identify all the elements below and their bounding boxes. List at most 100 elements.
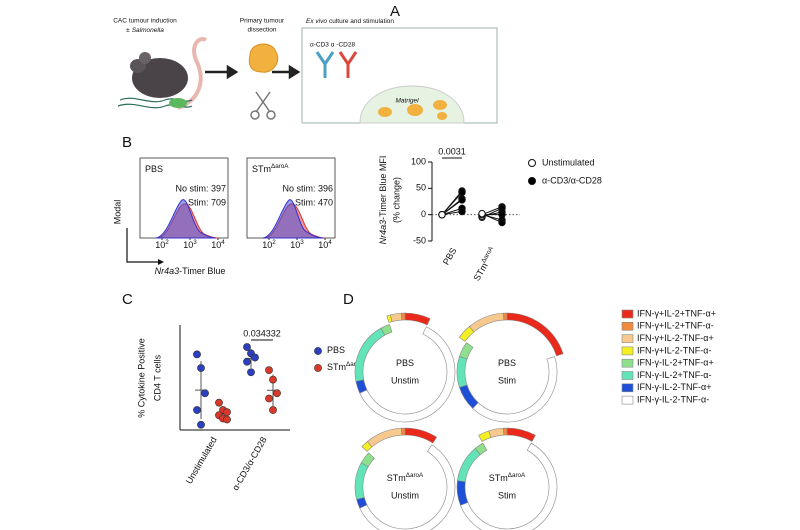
legend-marker	[314, 364, 322, 372]
point	[197, 420, 205, 429]
legend-label: Unstimulated	[542, 157, 595, 167]
pie-segment	[355, 379, 368, 394]
pie-segment	[359, 444, 456, 530]
y-tick-label: 100	[411, 156, 426, 166]
pie-segment	[468, 312, 505, 333]
pie-segment	[459, 384, 479, 409]
point	[269, 406, 277, 414]
x-axis-label-part: Nr4a3	[155, 266, 180, 276]
x-tick-label-part: 10	[290, 240, 300, 250]
pie-segment	[506, 427, 536, 442]
pie-segment	[354, 462, 369, 500]
x-tick-label: 102	[155, 239, 169, 250]
point	[265, 366, 273, 375]
point	[247, 368, 255, 377]
x-tick-label: α-CD3/α-CD28	[230, 435, 269, 492]
x-tick-label-part: 2	[165, 239, 169, 246]
histogram-curve	[155, 199, 217, 239]
step-label: ± Salmonella	[126, 27, 164, 34]
point	[223, 408, 231, 417]
pie-segment	[404, 312, 431, 326]
legend-swatch	[621, 321, 634, 331]
legend-swatch	[621, 309, 634, 319]
matrigel-label: Matrigel	[395, 98, 419, 105]
pie-subtitle: Unstim	[391, 490, 419, 500]
pie-title: PBS	[396, 358, 414, 368]
p-value: 0.0031	[438, 146, 466, 156]
point	[197, 364, 205, 372]
antibody-label: α-CD3 α -CD28	[310, 42, 355, 49]
legend-swatch	[621, 383, 634, 393]
y-axis-label: % Cytokine Positive	[136, 338, 146, 418]
panel-label: A	[390, 3, 400, 20]
point	[223, 415, 231, 424]
y-axis-label: Modal	[112, 200, 122, 225]
x-tick-label-part: 10	[262, 240, 272, 250]
y-axis-label: (% change)	[391, 177, 401, 223]
pair-line	[441, 199, 463, 216]
axis-arrow	[158, 259, 164, 265]
x-tick-label: Unstimulated	[184, 435, 219, 485]
x-tick-label-part: PBS	[441, 246, 459, 267]
point	[269, 375, 277, 384]
histogram-label: Stim: 470	[295, 197, 333, 207]
pie-title-part: PBS	[396, 358, 414, 368]
legend-label: IFN-γ+IL-2-TNF-α+	[637, 333, 714, 343]
histogram-title-part: STm	[252, 164, 271, 174]
pie-title-part: PBS	[498, 358, 516, 368]
legend-swatch	[621, 358, 634, 368]
histogram-title: PBS	[145, 164, 163, 174]
x-tick-label: 102	[262, 239, 276, 250]
panel-label: D	[343, 291, 354, 308]
point	[243, 343, 251, 351]
legend-swatch	[621, 346, 634, 356]
legend-swatch	[621, 395, 634, 405]
p-value: 0.034332	[243, 328, 281, 338]
x-tick-label-part: 3	[193, 239, 197, 246]
step-label-part: Salmonella	[132, 27, 165, 34]
pie-segment	[460, 442, 558, 530]
pie-segment	[366, 427, 403, 448]
tumour-illustration	[248, 43, 279, 120]
step-label-part: Ex vivo	[306, 18, 327, 25]
point	[243, 357, 251, 366]
x-axis-label-part: -Timer Blue	[179, 266, 225, 276]
x-tick-label-part: ΔaroA	[480, 245, 495, 264]
pie-title-part: STm	[489, 473, 508, 483]
tumour-piece	[378, 100, 447, 120]
legend-marker	[528, 177, 536, 185]
pie-title-part: ΔaroA	[406, 472, 424, 479]
x-tick-label-part: 3	[300, 239, 304, 246]
x-tick-label-part: STm	[472, 261, 490, 282]
pie-segment	[459, 342, 474, 360]
legend-swatch	[621, 334, 634, 343]
x-tick-label: 103	[183, 239, 197, 250]
pie-segment	[456, 480, 469, 506]
step-label-part: ±	[126, 27, 130, 34]
x-tick-label-part: 4	[328, 239, 332, 246]
pie-segment	[354, 327, 386, 382]
point	[458, 188, 466, 197]
x-tick-label: 104	[211, 239, 225, 250]
pie-subtitle: Stim	[498, 375, 516, 385]
x-tick-label-part: 10	[183, 240, 193, 250]
legend-label: IFN-γ-IL-2+TNF-α+	[637, 358, 714, 368]
y-axis-label-part: Nr4a3	[378, 220, 388, 245]
step-label-part: culture and stimulation	[329, 18, 394, 25]
y-tick-label: -50	[413, 235, 426, 245]
pie-title: STmΔaroA	[489, 472, 526, 483]
legend-label: IFN-γ+IL-2+TNF-α-	[637, 321, 714, 331]
pie-title: STmΔaroA	[387, 472, 424, 483]
y-tick-label: 50	[416, 183, 426, 193]
pie-segment	[361, 441, 373, 452]
point	[438, 210, 446, 219]
y-tick-label: 0	[421, 209, 426, 219]
x-tick-label-part: 10	[318, 240, 328, 250]
step-label: dissection	[248, 27, 277, 34]
panel-label: C	[122, 291, 133, 308]
step-label: CAC tumour induction	[113, 18, 177, 25]
legend-label: IFN-γ-IL-2+TNF-α-	[637, 370, 711, 380]
histogram-curve	[262, 199, 324, 239]
legend-swatch	[621, 371, 634, 380]
